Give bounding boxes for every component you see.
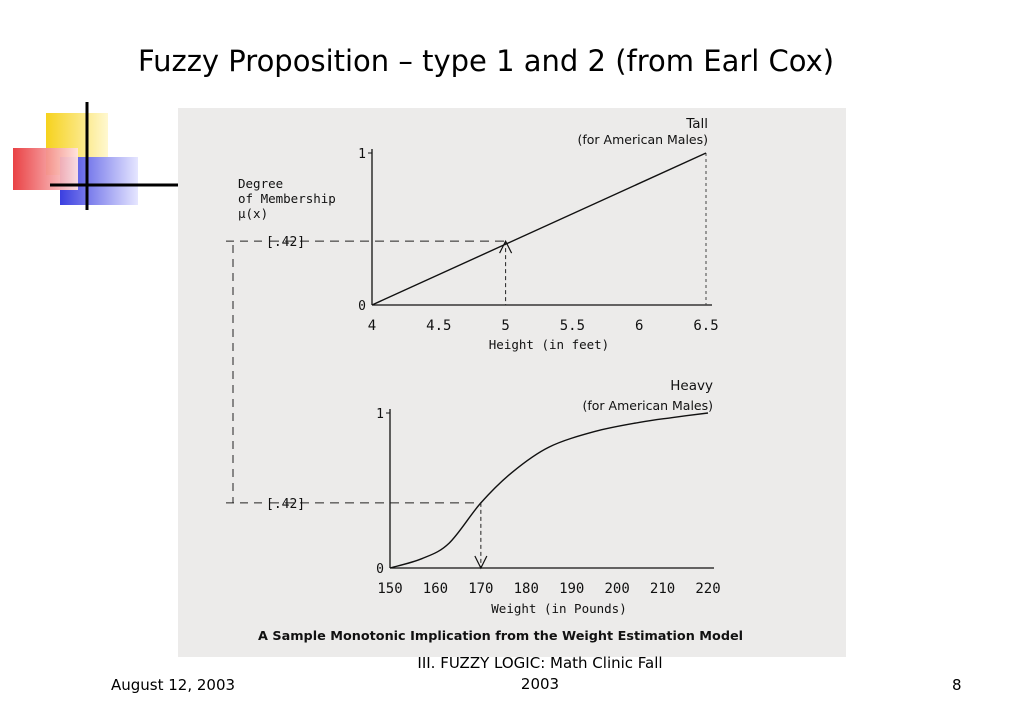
- marker-value-label: [.42]: [266, 497, 305, 512]
- x-tick-label: 4: [368, 318, 376, 334]
- x-tick-label: 5: [501, 318, 509, 334]
- y-label-line-3: μ(x): [238, 206, 268, 221]
- y-tick-label: 0: [358, 299, 366, 314]
- footer-date: August 12, 2003: [111, 676, 236, 694]
- x-tick-label: 180: [514, 581, 539, 597]
- x-tick-label: 210: [650, 581, 675, 597]
- marker-value-label: [.42]: [266, 235, 305, 250]
- y-tick-label: 0: [376, 562, 384, 577]
- footer-center-line-2: 2003: [520, 675, 560, 693]
- x-axis-label: Height (in feet): [489, 337, 609, 352]
- figure-panel: Degree of Membership μ(x) 0 1 4 4.5 5 5.5 6 6.5…: [178, 108, 846, 657]
- chart-title: Heavy: [670, 378, 713, 394]
- figure-caption: A Sample Monotonic Implication from the …: [258, 629, 743, 644]
- arrow-down-icon: [474, 555, 488, 570]
- membership-charts: Degree of Membership μ(x) 0 1 4 4.5 5 5.5 6 6.5…: [226, 116, 743, 644]
- x-tick-label: 150: [377, 581, 402, 597]
- tall-chart: 0 1 4 4.5 5 5.5 6 6.5 [.42] Tall(for American Mal…: [226, 116, 719, 352]
- x-tick-label: 220: [695, 581, 720, 597]
- y-label-line-1: Degree: [238, 176, 283, 191]
- x-tick-label: 170: [468, 581, 493, 597]
- chart-title: Tall: [685, 116, 708, 132]
- x-tick-label: 4.5: [426, 318, 451, 334]
- y-axis-label: Degree of Membership μ(x): [238, 176, 336, 221]
- membership-curve: [389, 412, 709, 569]
- red-block: [13, 148, 78, 190]
- page-number: 8: [952, 676, 962, 694]
- x-tick-label: 200: [604, 581, 629, 597]
- x-tick-label: 5.5: [560, 318, 585, 334]
- y-label-line-2: of Membership: [238, 191, 336, 206]
- footer-center: III. FUZZY LOGIC: Math Clinic Fall 2003: [360, 653, 720, 695]
- y-tick-label: 1: [376, 407, 384, 422]
- heavy-chart: 0 1 150 160 170 180 190 200 210 220 [.42] Heavy (for…: [226, 378, 721, 616]
- x-tick-label: 6: [635, 318, 643, 334]
- footer-center-line-1: III. FUZZY LOGIC: Math Clinic Fall: [417, 654, 663, 672]
- x-tick-label: 6.5: [693, 318, 718, 334]
- membership-curve: [371, 152, 707, 306]
- x-axis-label: Weight (in Pounds): [491, 601, 626, 616]
- x-tick-label: 160: [423, 581, 448, 597]
- decorative-blocks: [13, 102, 178, 210]
- chart-subtitle: (for American Males): [583, 398, 714, 413]
- chart-subtitle: (for American Males): [578, 132, 709, 147]
- slide-title: Fuzzy Proposition – type 1 and 2 (from E…: [138, 44, 835, 78]
- arrow-up-icon: [499, 239, 513, 254]
- y-tick-label: 1: [358, 147, 366, 162]
- x-tick-label: 190: [559, 581, 584, 597]
